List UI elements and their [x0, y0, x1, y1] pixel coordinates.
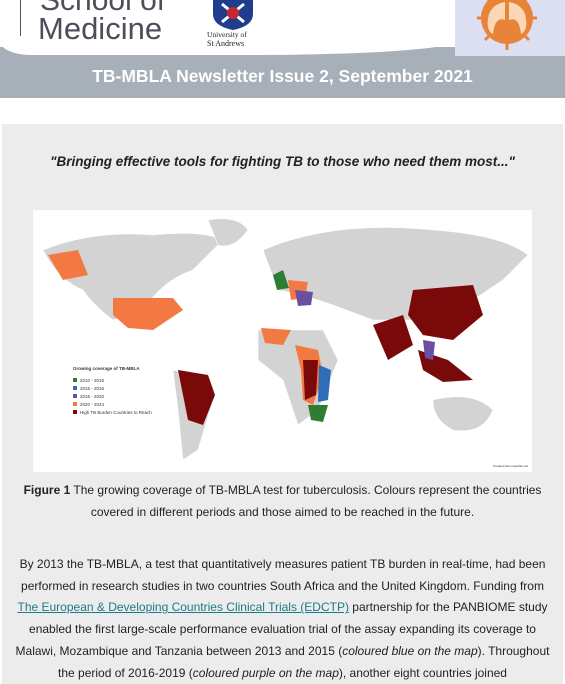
university-name: University of: [207, 30, 247, 39]
legend-label: 2010 - 2015: [80, 378, 105, 383]
header-image: [455, 0, 565, 56]
logo-text: Medicine: [38, 11, 163, 46]
logo-text: School of: [40, 0, 166, 17]
legend-title: Growing coverage of TB-MBLA: [73, 366, 140, 371]
header-logo-area: School of Medicine University of St Andr…: [0, 0, 455, 55]
text: ), another eight countries joined: [338, 665, 507, 680]
crest: [213, 0, 253, 30]
caption-text: The growing coverage of TB-MBLA test for…: [70, 483, 542, 519]
legend-swatch: [73, 394, 77, 398]
legend-label: 2020 - 2024: [80, 402, 105, 407]
italic-text: coloured purple on the map: [192, 665, 339, 680]
caption-label: Figure 1: [23, 483, 71, 497]
legend-label: High TB Burden Countries to Reach: [80, 410, 152, 415]
university-name: St Andrews: [207, 39, 245, 48]
newsletter-title: TB-MBLA Newsletter Issue 2, September 20…: [92, 66, 473, 86]
figure-caption: Figure 1 The growing coverage of TB-MBLA…: [20, 480, 545, 523]
coverage-map: Growing coverage of TB-MBLA 2010 - 2015 2…: [33, 210, 532, 472]
legend-swatch: [73, 410, 77, 414]
legend-swatch: [73, 386, 77, 390]
legend-label: 2016 - 2020: [80, 394, 105, 399]
legend-label: 2015 - 2016: [80, 386, 105, 391]
paragraph: By 2013 the TB-MBLA, a test that quantit…: [14, 554, 551, 684]
legend-swatch: [73, 402, 77, 406]
italic-text: coloured blue on the map: [342, 643, 478, 658]
edctp-link[interactable]: The European & Developing Countries Clin…: [17, 600, 349, 615]
logo-rule: [20, 0, 21, 36]
legend-swatch: [73, 378, 77, 382]
quote: "Bringing effective tools for fighting T…: [50, 154, 515, 169]
map-credit: Created with mapchart.net: [493, 464, 528, 468]
text: By 2013 the TB-MBLA, a test that quantit…: [19, 557, 546, 593]
text: partnership for the PANBIOME study enabl…: [15, 600, 548, 658]
